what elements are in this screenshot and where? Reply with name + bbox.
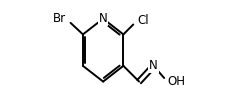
Text: Br: Br [52, 12, 66, 25]
Text: N: N [149, 59, 158, 72]
Text: OH: OH [168, 75, 186, 88]
Text: N: N [99, 12, 108, 25]
Text: Cl: Cl [138, 14, 149, 27]
